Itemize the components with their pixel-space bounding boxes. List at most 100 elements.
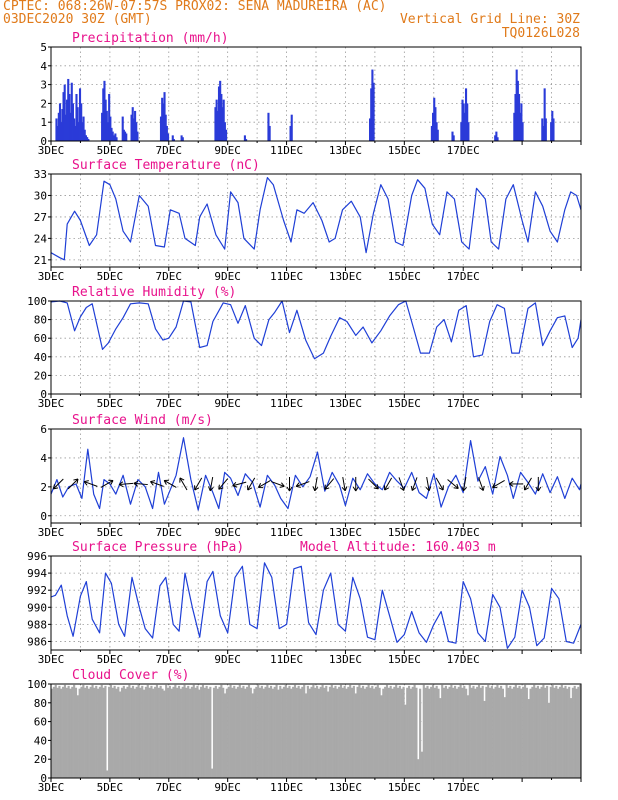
wind-arrow — [368, 478, 379, 490]
cloud-bar — [244, 688, 247, 778]
x-tick-label: 3DEC — [38, 526, 65, 539]
cloud-bar — [150, 685, 153, 778]
cloud-bar — [205, 685, 208, 778]
precip-bar — [541, 118, 544, 141]
x-tick-label: 3DEC — [38, 270, 65, 283]
header-vertical-grid-label: Vertical Grid Line: 30Z — [399, 12, 580, 27]
y-tick-label: 0 — [40, 510, 47, 523]
cloud-bar — [108, 686, 111, 778]
y-tick-label: 996 — [27, 550, 47, 563]
cloud-bar — [257, 684, 260, 778]
precip-bar — [60, 122, 63, 141]
cloud-bar — [564, 685, 567, 778]
cloud-bar — [465, 688, 468, 778]
cloud-bar — [363, 688, 366, 778]
cloud-bar — [422, 684, 425, 778]
x-tick-label: 13DEC — [329, 144, 362, 157]
header-line1: CPTEC: 068:26W-07:57S PROX02: SENA MADUR… — [3, 0, 387, 14]
cloud-bar — [481, 685, 484, 778]
precip-bar — [370, 88, 373, 141]
precip-bar — [114, 133, 117, 141]
precip-bar — [61, 109, 64, 141]
x-tick-label: 9DEC — [214, 781, 241, 794]
cloud-bar — [328, 686, 332, 778]
cloud-bar — [168, 685, 171, 778]
y-tick-label: 24 — [34, 232, 48, 245]
cloud-bar — [102, 687, 105, 778]
cloud-bar — [109, 684, 113, 778]
x-tick-label: 11DEC — [270, 270, 303, 283]
precip-bar — [462, 103, 465, 141]
wind-arrow — [150, 480, 164, 487]
cloud-bar — [494, 686, 497, 778]
cloud-bar — [531, 686, 534, 778]
x-tick-label: 11DEC — [270, 144, 303, 157]
wind-arrow — [295, 481, 310, 488]
cloud-bar — [111, 687, 114, 778]
y-tick-label: 0 — [40, 135, 47, 148]
precip-bar — [80, 103, 83, 141]
wind-arrow — [163, 479, 177, 488]
cloud-bar — [58, 685, 61, 778]
cloud-bar — [450, 684, 453, 778]
cloud-bar — [144, 686, 147, 778]
cloud-bar — [192, 684, 195, 778]
cloud-bar — [126, 686, 129, 778]
cloud-bar — [435, 685, 438, 778]
precip-bar — [290, 114, 293, 141]
cloud-bar — [327, 691, 330, 778]
cloud-bar — [269, 685, 273, 778]
cloud-bar — [170, 688, 173, 778]
x-tick-label: 11DEC — [270, 526, 303, 539]
cloud-bar — [562, 687, 565, 778]
cloud-bar — [159, 685, 162, 778]
cloud-bar — [93, 687, 96, 778]
cloud-bar — [404, 704, 407, 778]
x-tick-label: 15DEC — [388, 526, 421, 539]
cloud-bar — [104, 685, 107, 778]
cloud-bar — [420, 751, 424, 778]
cloud-bar — [155, 684, 159, 778]
cloud-bar — [172, 686, 175, 778]
cloud-bar — [483, 700, 486, 778]
cloud-bar — [211, 768, 214, 778]
precip-bar — [76, 107, 79, 141]
x-tick-label: 9DEC — [214, 526, 241, 539]
cloud-bar — [525, 687, 528, 778]
precip-bar — [162, 103, 165, 141]
precip-title: Precipitation (mm/h) — [72, 31, 229, 46]
precip-bar — [516, 80, 519, 141]
cloud-bar — [514, 684, 517, 778]
pressure-title: Surface Pressure (hPa) — [72, 540, 244, 555]
x-tick-label: 7DEC — [156, 653, 183, 666]
wind-arrow — [133, 480, 148, 487]
x-tick-label: 7DEC — [156, 781, 183, 794]
cloud-bar — [393, 686, 396, 778]
cloud-bar — [369, 687, 372, 778]
wind-arrow — [247, 477, 256, 491]
cloud-bar — [222, 687, 225, 778]
cloud-bar — [87, 688, 90, 778]
cloud-bar — [113, 685, 116, 778]
cloud-bar — [433, 687, 436, 778]
precip-bar — [134, 110, 137, 141]
cloud-bar — [382, 688, 385, 778]
wind-panel: 0 2 4 6 3DEC 5DEC 7DEC 9DEC 11DEC 13DEC 15DEC 17DEC… — [38, 413, 582, 539]
precip-bar — [221, 107, 224, 141]
precip-bar — [513, 112, 516, 141]
cloud-bar — [271, 688, 274, 778]
precip-bar — [432, 112, 435, 141]
x-tick-label: 5DEC — [97, 397, 124, 410]
precip-bar — [87, 139, 90, 141]
wind-arrow — [218, 478, 229, 490]
y-tick-label: 20 — [34, 369, 47, 382]
cloud-bar — [122, 685, 125, 778]
precip-bar — [245, 139, 248, 141]
cloud-bar — [325, 685, 328, 778]
cloud-bar — [419, 688, 422, 778]
y-tick-label: 100 — [27, 295, 47, 308]
y-tick-label: 40 — [34, 351, 47, 364]
x-tick-label: 15DEC — [388, 144, 421, 157]
wind-series-line — [50, 437, 582, 511]
